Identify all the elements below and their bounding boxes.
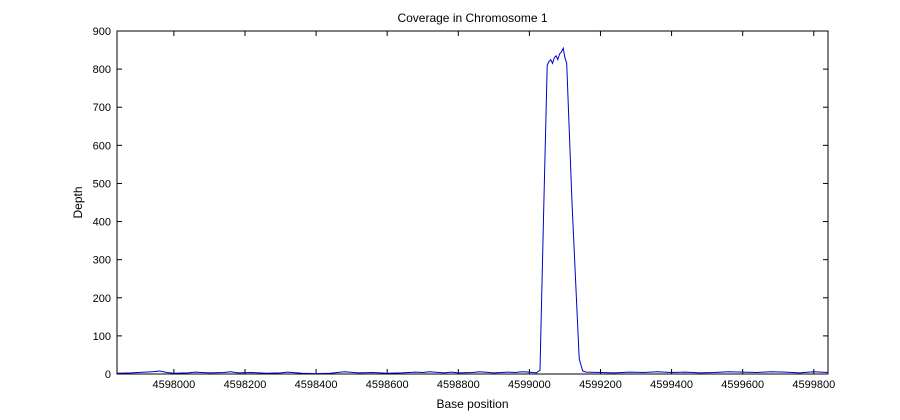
x-tick-label: 4599000 [508, 379, 551, 391]
x-tick-label: 4598200 [224, 379, 267, 391]
x-tick-label: 4598600 [366, 379, 409, 391]
x-tick-label: 4599400 [650, 379, 693, 391]
y-tick-label: 100 [93, 331, 111, 343]
y-axis-label: Depth [71, 186, 85, 218]
y-tick-label: 400 [93, 217, 111, 229]
series-line [116, 46, 829, 375]
y-tick-label: 500 [93, 178, 111, 190]
x-tick-label: 4599800 [792, 379, 835, 391]
axis-ticks: 4598000 4598200 4598400 4598600 4598800 45990… [93, 26, 836, 391]
plot-area [116, 30, 829, 375]
y-tick-label: 700 [93, 102, 111, 114]
y-tick-label: 300 [93, 255, 111, 267]
y-tick-label: 200 [93, 293, 111, 305]
x-tick-label: 4599600 [721, 379, 764, 391]
x-tick-label: 4598400 [295, 379, 338, 391]
y-tick-label: 800 [93, 64, 111, 76]
y-tick-label: 0 [105, 369, 111, 381]
y-tick-label: 600 [93, 140, 111, 152]
chart-title: Coverage in Chromosome 1 [397, 11, 547, 25]
x-axis-label: Base position [436, 397, 508, 411]
y-tick-label: 900 [93, 26, 111, 38]
x-tick-label: 4599200 [579, 379, 622, 391]
x-tick-label: 4598000 [152, 379, 195, 391]
x-tick-label: 4598800 [437, 379, 480, 391]
